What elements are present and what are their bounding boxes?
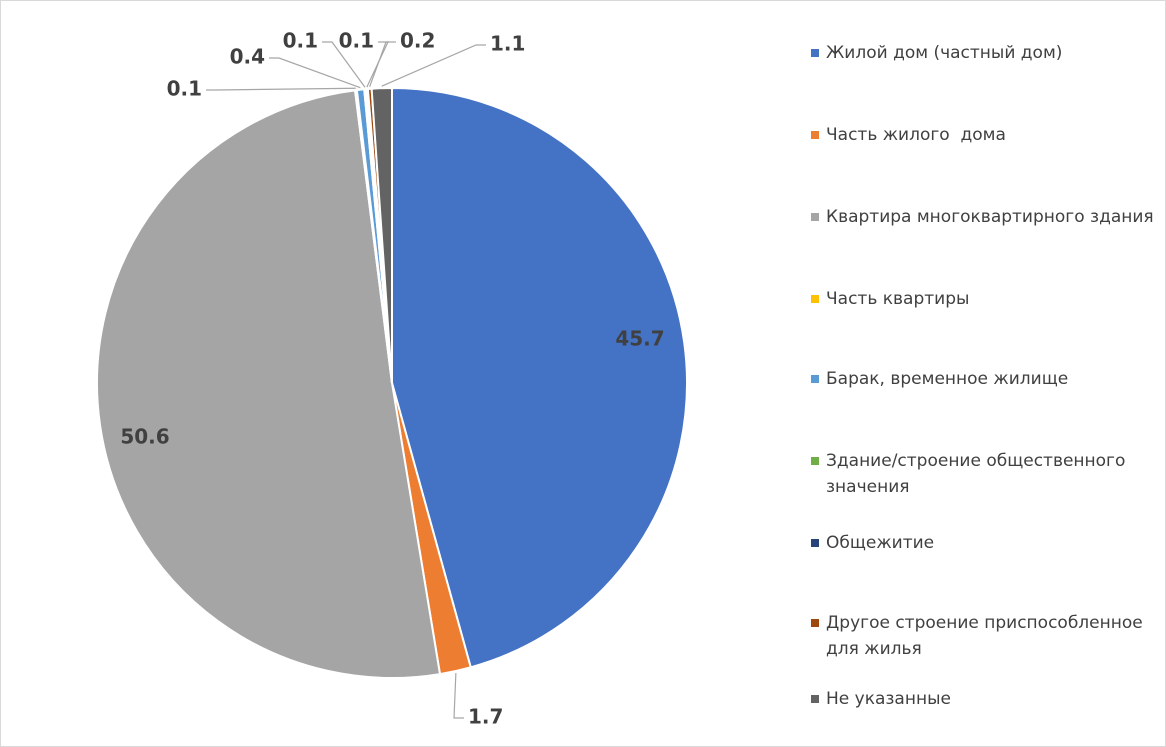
legend-label: Часть жилого дома bbox=[826, 125, 1006, 145]
leader-line bbox=[206, 87, 356, 91]
legend-swatch bbox=[811, 213, 819, 221]
legend-label: Часть квартиры bbox=[826, 289, 970, 309]
legend-swatch bbox=[811, 49, 819, 57]
legend-swatch bbox=[811, 539, 819, 547]
data-label: 45.7 bbox=[615, 327, 664, 351]
data-label: 50.6 bbox=[120, 425, 169, 449]
legend-item: Общежитие bbox=[808, 530, 1166, 556]
data-label: 0.1 bbox=[283, 29, 318, 53]
data-label: 1.1 bbox=[490, 32, 525, 56]
legend-label: Другое строение приспособленное для жиль… bbox=[826, 613, 1149, 659]
legend-item: Здание/строение общественного значения bbox=[808, 448, 1166, 500]
legend-label: Здание/строение общественного значения bbox=[826, 451, 1131, 497]
legend-item: Другое строение приспособленное для жиль… bbox=[808, 610, 1166, 662]
legend-label: Барак, временное жилище bbox=[826, 369, 1069, 389]
legend-item: Часть жилого дома bbox=[808, 122, 1166, 148]
legend-swatch bbox=[811, 131, 819, 139]
legend-label: Квартира многоквартирного здания bbox=[826, 207, 1154, 227]
leader-line bbox=[453, 673, 464, 719]
legend-swatch bbox=[811, 375, 819, 383]
legend-item: Часть квартиры bbox=[808, 286, 1166, 312]
data-label: 0.1 bbox=[167, 77, 202, 101]
pie-slice bbox=[95, 89, 442, 679]
legend-item: Жилой дом (частный дом) bbox=[808, 40, 1166, 66]
legend-item: Квартира многоквартирного здания bbox=[808, 204, 1166, 230]
legend-label: Общежитие bbox=[826, 533, 935, 553]
legend-swatch bbox=[811, 457, 819, 465]
leader-line bbox=[369, 41, 396, 88]
leader-line bbox=[381, 44, 486, 87]
legend-swatch bbox=[811, 619, 819, 627]
legend-swatch bbox=[811, 695, 819, 703]
legend-item: Барак, временное жилище bbox=[808, 366, 1166, 392]
leader-line bbox=[322, 41, 366, 88]
legend-item: Не указанные bbox=[808, 686, 1166, 712]
data-label: 0.4 bbox=[230, 45, 265, 69]
legend-swatch bbox=[811, 295, 819, 303]
leader-line bbox=[269, 57, 361, 89]
pie-slice bbox=[370, 86, 393, 384]
legend-label: Не указанные bbox=[826, 689, 951, 709]
data-label: 1.7 bbox=[468, 705, 503, 729]
legend-label: Жилой дом (частный дом) bbox=[826, 43, 1063, 63]
data-label: 0.2 bbox=[400, 29, 435, 53]
data-label: 0.1 bbox=[339, 29, 374, 53]
pie-slice bbox=[391, 86, 688, 669]
